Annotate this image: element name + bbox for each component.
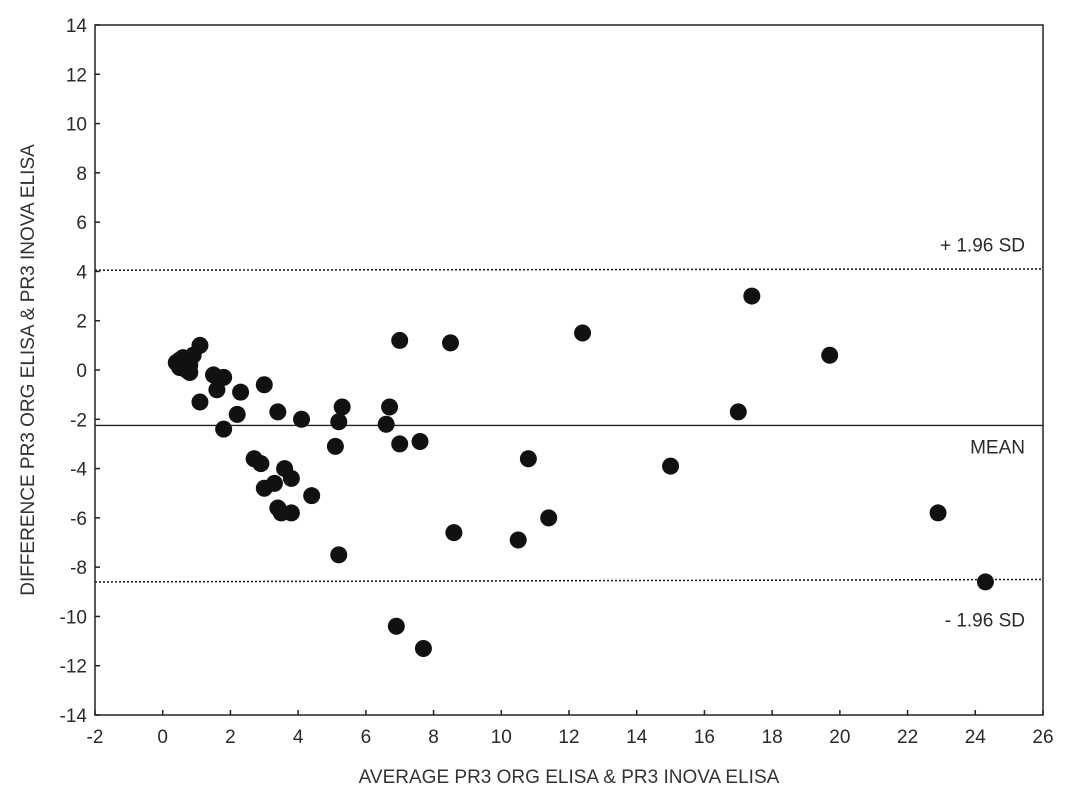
data-point	[252, 455, 270, 473]
data-point	[191, 393, 209, 411]
data-point	[269, 403, 287, 421]
x-tick-label: -2	[87, 727, 104, 748]
data-point	[821, 346, 839, 364]
data-point	[377, 415, 395, 433]
data-point	[387, 617, 405, 635]
y-tick-label: -2	[70, 410, 87, 431]
x-tick-label: 14	[626, 727, 648, 748]
y-axis: -14 -12 -10 -8 -6 -4 -2 0 2 4 6 8 10 12 14	[60, 16, 100, 727]
y-tick-label: -8	[70, 558, 87, 579]
data-point	[330, 546, 348, 564]
x-tick-label: 18	[762, 727, 783, 748]
y-tick-label: 4	[76, 262, 87, 283]
data-point	[215, 368, 233, 386]
y-tick-label: -4	[70, 460, 87, 481]
y-tick-label: -14	[60, 706, 88, 727]
data-point	[509, 531, 527, 549]
data-point	[282, 469, 300, 487]
data-point	[303, 487, 321, 505]
x-tick-label: 4	[293, 727, 304, 748]
plot-frame	[94, 24, 1044, 716]
x-tick-label: 22	[897, 727, 918, 748]
data-point	[181, 363, 199, 381]
data-point	[442, 334, 459, 352]
x-axis-title: AVERAGE PR3 ORG ELISA & PR3 INOVA ELISA	[359, 767, 780, 788]
x-tick-label: 24	[965, 727, 987, 748]
x-tick-label: 20	[829, 727, 850, 748]
y-tick-label: -12	[60, 657, 87, 678]
y-tick-label: -10	[60, 607, 87, 628]
reference-line-label: + 1.96 SD	[940, 236, 1025, 257]
reference-line-label: MEAN	[970, 437, 1025, 458]
data-point	[293, 410, 311, 428]
data-point	[519, 450, 537, 468]
data-point	[191, 336, 209, 354]
data-point	[228, 405, 246, 423]
data-point	[574, 324, 592, 342]
x-tick-label: 10	[491, 727, 512, 748]
data-point	[445, 524, 463, 542]
y-tick-label: 2	[76, 312, 87, 333]
data-point	[540, 509, 558, 527]
data-points	[167, 287, 994, 657]
y-tick-label: 10	[66, 115, 87, 136]
data-point	[381, 398, 399, 416]
data-point	[333, 398, 351, 416]
y-tick-label: 6	[76, 213, 87, 234]
x-tick-label: 12	[558, 727, 579, 748]
y-tick-label: -6	[70, 509, 87, 530]
y-tick-label: 14	[66, 16, 88, 37]
reference-lines: + 1.96 SD MEAN - 1.96 SD	[94, 236, 1044, 632]
y-tick-label: 12	[66, 65, 87, 86]
data-point	[976, 573, 994, 591]
data-point	[391, 435, 409, 453]
data-point	[282, 504, 300, 522]
data-point	[265, 474, 283, 492]
data-point	[729, 403, 747, 421]
reference-line-label: - 1.96 SD	[945, 611, 1025, 632]
x-tick-label: 6	[361, 727, 372, 748]
data-point	[411, 432, 429, 450]
data-point	[255, 376, 273, 394]
reference-line	[94, 268, 1044, 271]
x-tick-label: 26	[1032, 727, 1053, 748]
data-point	[929, 504, 947, 522]
x-axis: -2 0 2 4 6 8 10 12 14 16 18 20 22 24 26	[87, 710, 1054, 748]
x-tick-label: 16	[694, 727, 715, 748]
data-point	[662, 457, 680, 475]
data-point	[232, 383, 250, 401]
y-tick-label: 8	[76, 164, 87, 185]
data-point	[391, 331, 409, 349]
x-tick-label: 8	[428, 727, 439, 748]
data-point	[326, 437, 344, 455]
data-point	[215, 420, 233, 438]
reference-line	[94, 578, 1044, 583]
x-tick-label: 0	[157, 727, 168, 748]
y-tick-label: 0	[76, 361, 87, 382]
x-tick-label: 2	[225, 727, 236, 748]
data-point	[330, 413, 348, 431]
y-axis-title: DIFFERENCE PR3 ORG ELISA & PR3 INOVA ELI…	[18, 144, 39, 596]
data-point	[743, 287, 761, 305]
data-point	[414, 639, 432, 657]
